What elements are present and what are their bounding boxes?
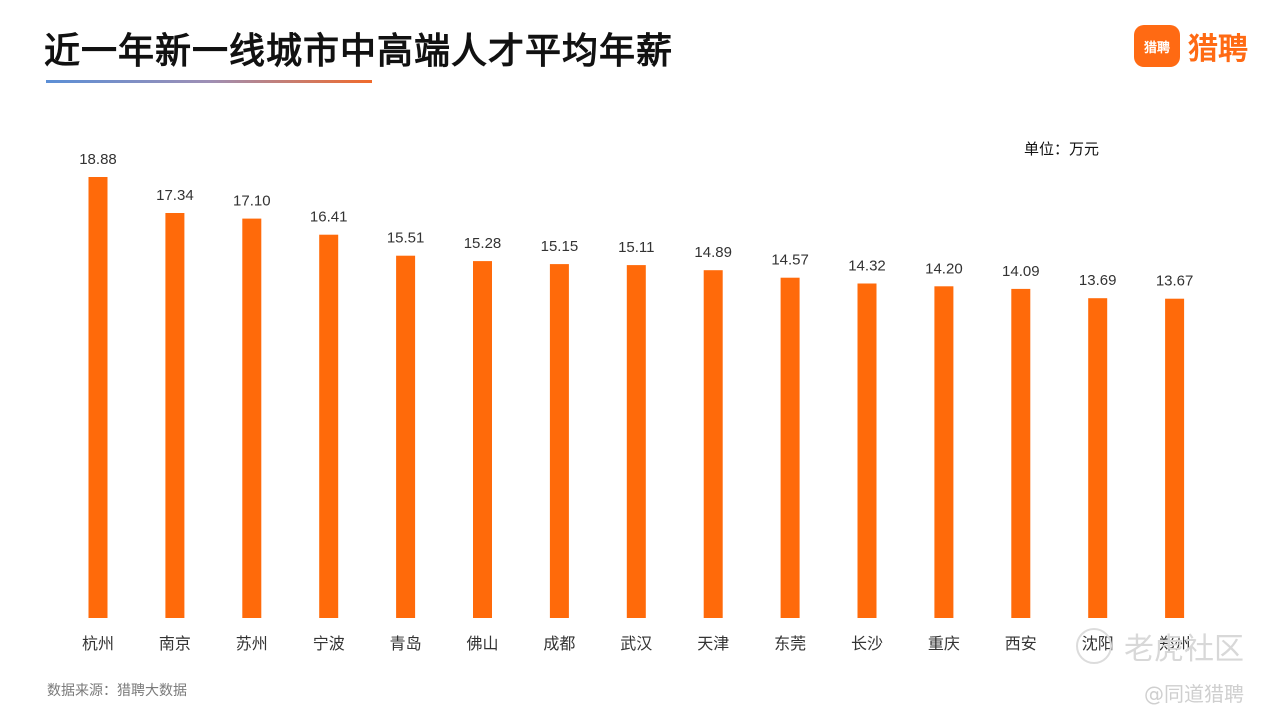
value-label-郑州: 13.67 xyxy=(1156,273,1194,290)
category-label-郑州: 郑州 xyxy=(1159,634,1191,653)
logo-chat-icon: 猎聘 xyxy=(1134,25,1180,67)
bar-苏州 xyxy=(242,218,262,618)
watermark-circle-icon xyxy=(1076,628,1112,664)
bar-武汉 xyxy=(626,265,646,618)
category-label-苏州: 苏州 xyxy=(236,634,268,653)
value-label-青岛: 15.51 xyxy=(387,230,425,247)
value-label-杭州: 18.88 xyxy=(79,151,117,168)
value-label-南京: 17.34 xyxy=(156,187,194,204)
category-label-武汉: 武汉 xyxy=(620,634,652,653)
watermark-handle: @同道猎聘 xyxy=(1144,682,1244,706)
logo-icon-text: 猎聘 xyxy=(1143,40,1170,56)
watermark-community: 老虎社区 xyxy=(1076,624,1244,668)
bar-沈阳 xyxy=(1088,298,1108,618)
bar-天津 xyxy=(703,270,723,618)
bar-长沙 xyxy=(857,283,877,618)
category-label-长沙: 长沙 xyxy=(851,634,883,653)
bar-东莞 xyxy=(780,277,800,618)
bar-佛山 xyxy=(473,261,492,618)
category-label-东莞: 东莞 xyxy=(774,634,806,653)
value-label-武汉: 15.11 xyxy=(618,239,654,256)
category-label-佛山: 佛山 xyxy=(466,634,498,653)
bar-青岛 xyxy=(396,255,416,618)
bar-郑州 xyxy=(1165,298,1185,618)
value-labels-group: 18.88 17.34 17.10 16.41 15.51 15.28 15.15 15.11… xyxy=(79,151,1193,290)
bars-group xyxy=(88,177,1185,618)
bar-宁波 xyxy=(319,234,339,618)
value-label-成都: 15.15 xyxy=(541,238,579,255)
category-label-重庆: 重庆 xyxy=(928,634,960,653)
category-label-天津: 天津 xyxy=(697,634,729,653)
value-label-苏州: 17.10 xyxy=(233,193,271,210)
value-label-天津: 14.89 xyxy=(694,244,732,261)
category-label-西安: 西安 xyxy=(1005,634,1037,653)
bar-南京 xyxy=(165,213,185,618)
watermark-community-text: 老虎社区 xyxy=(1124,632,1244,667)
data-source-note: 数据来源：猎聘大数据 xyxy=(47,683,187,699)
category-label-宁波: 宁波 xyxy=(313,634,345,653)
category-labels-group: 杭州 南京 苏州 宁波 青岛 佛山 成都 武汉 天津 东莞 长沙 重庆 西安 沈阳 郑州 xyxy=(82,634,1191,653)
value-label-重庆: 14.20 xyxy=(925,260,963,277)
bar-西安 xyxy=(1011,288,1031,618)
value-label-东莞: 14.57 xyxy=(771,252,809,269)
bar-杭州 xyxy=(88,177,108,618)
bar-重庆 xyxy=(934,286,954,618)
title-underline xyxy=(46,80,372,83)
value-label-佛山: 15.28 xyxy=(464,235,502,252)
value-label-宁波: 16.41 xyxy=(310,209,348,226)
value-label-西安: 14.09 xyxy=(1002,263,1040,280)
category-label-成都: 成都 xyxy=(543,634,575,653)
category-label-青岛: 青岛 xyxy=(390,634,422,653)
page-title: 近一年新一线城市中高端人才平均年薪 xyxy=(44,31,674,72)
category-label-杭州: 杭州 xyxy=(82,634,114,653)
unit-label: 单位：万元 xyxy=(1024,140,1100,158)
value-label-长沙: 14.32 xyxy=(848,258,886,275)
category-label-南京: 南京 xyxy=(159,634,191,653)
brand-logo: 猎聘 猎聘 xyxy=(1134,24,1248,68)
bar-成都 xyxy=(549,264,569,618)
logo-text: 猎聘 xyxy=(1188,32,1248,67)
value-label-沈阳: 13.69 xyxy=(1079,272,1117,289)
